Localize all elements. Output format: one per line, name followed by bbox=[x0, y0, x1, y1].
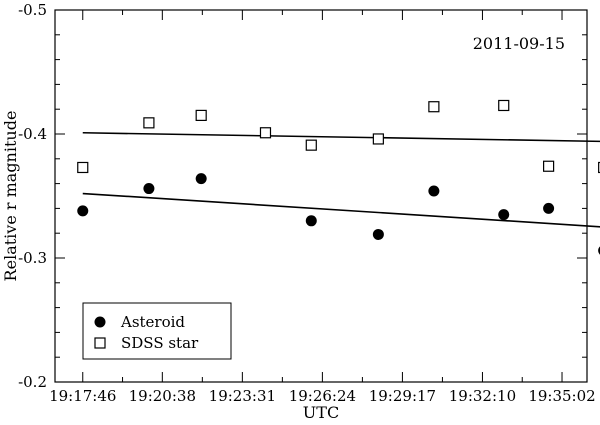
sdss-star-point bbox=[195, 109, 207, 122]
y-tick-label: -0.2 bbox=[18, 373, 47, 391]
y-axis-label: Relative r magnitude bbox=[1, 111, 20, 282]
legend-asteroid-label: Asteroid bbox=[120, 313, 185, 331]
y-tick-label: -0.5 bbox=[18, 1, 47, 19]
x-tick-label: 19:20:38 bbox=[129, 387, 196, 405]
legend-box bbox=[82, 302, 232, 360]
legend-sdss-marker bbox=[94, 337, 106, 349]
sdss-star-point bbox=[305, 139, 317, 151]
legend-asteroid-marker bbox=[94, 316, 106, 328]
sdss-star-point bbox=[598, 161, 600, 174]
x-axis-label: UTC bbox=[303, 403, 339, 420]
asteroid-point bbox=[428, 185, 440, 197]
asteroid-point bbox=[543, 202, 555, 214]
sdss-star-point bbox=[259, 127, 272, 139]
sdss-star-point bbox=[143, 117, 155, 129]
x-tick-label: 19:35:02 bbox=[528, 387, 595, 405]
sdss-star-point bbox=[77, 161, 89, 174]
sdss-star-point bbox=[543, 160, 555, 172]
asteroid-point bbox=[143, 183, 155, 195]
asteroid-point bbox=[372, 228, 384, 240]
axis-ticks: -0.5 -0.4 -0.3 -0.219:17:46 19:20:38 19:23:31… bbox=[18, 1, 596, 405]
x-tick-label: 19:17:46 bbox=[49, 387, 116, 405]
plot-frame bbox=[54, 9, 588, 383]
date-annotation: 2011-09-15 bbox=[473, 34, 565, 53]
y-tick-label: -0.3 bbox=[18, 249, 47, 267]
asteroid-point bbox=[77, 205, 89, 217]
asteroid-point bbox=[305, 215, 317, 227]
sdss-star-point bbox=[372, 133, 384, 145]
asteroid-fit-line bbox=[82, 192, 600, 228]
x-tick-label: 19:29:17 bbox=[369, 387, 436, 405]
sdss-star-point bbox=[498, 99, 510, 112]
x-tick-label: 19:32:10 bbox=[449, 387, 516, 405]
asteroid-point bbox=[498, 209, 510, 221]
x-tick-label: 19:23:31 bbox=[209, 387, 276, 405]
x-tick-label: 19:26:24 bbox=[289, 387, 356, 405]
sdss-fit-line bbox=[82, 131, 600, 143]
data-points bbox=[77, 99, 600, 255]
fit-lines bbox=[82, 131, 600, 228]
sdss-star-point bbox=[428, 101, 440, 113]
asteroid-point bbox=[195, 173, 207, 185]
y-tick-label: -0.4 bbox=[18, 125, 47, 143]
legend: Asteroid SDSS star bbox=[82, 302, 232, 360]
legend-sdss-label: SDSS star bbox=[121, 334, 199, 352]
